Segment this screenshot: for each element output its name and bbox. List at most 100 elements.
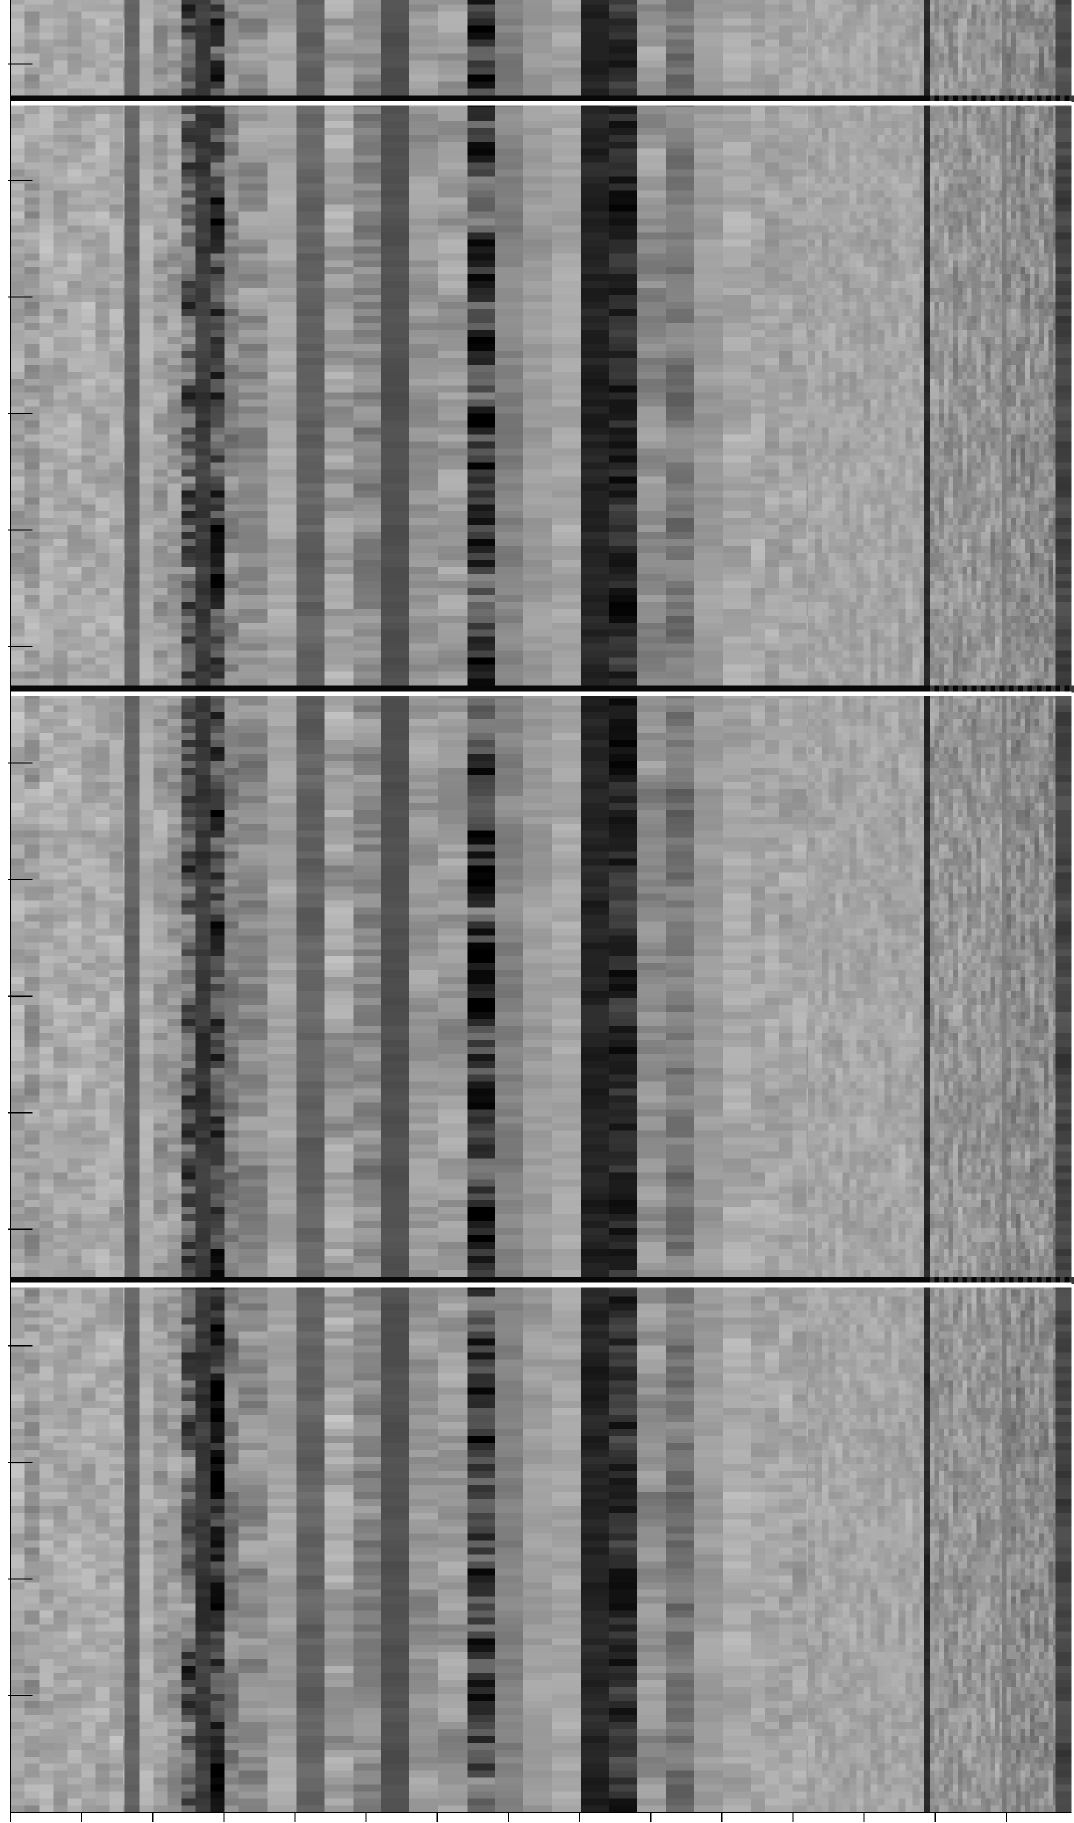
cell: [523, 413, 553, 421]
cell: [224, 511, 239, 519]
cell: [467, 399, 496, 407]
cell: [764, 518, 779, 526]
cell: [53, 608, 68, 616]
cell: [353, 511, 382, 519]
cell: [53, 622, 68, 630]
cell: [210, 455, 225, 463]
cell: [381, 211, 410, 219]
cell: [139, 594, 154, 602]
cell: [224, 260, 239, 268]
cell: [807, 127, 815, 135]
cell: [807, 448, 815, 456]
cell: [814, 74, 822, 82]
cell: [324, 650, 354, 658]
cell: [609, 336, 637, 344]
cell: [139, 678, 154, 686]
cell: [636, 587, 667, 595]
cell: [722, 483, 751, 491]
cell: [778, 511, 793, 519]
cell: [153, 392, 168, 400]
cell: [814, 371, 822, 379]
cell: [467, 225, 496, 233]
cell: [438, 636, 468, 644]
cell: [722, 406, 751, 414]
cell: [124, 385, 140, 393]
cell: [109, 636, 124, 644]
cell: [124, 323, 140, 330]
cell: [722, 176, 751, 184]
cell: [1053, 88, 1056, 96]
cell: [934, 88, 940, 96]
cell: [778, 295, 793, 303]
cell: [636, 141, 667, 149]
cell: [353, 232, 382, 240]
cell: [24, 608, 40, 616]
cell: [123, 204, 125, 212]
cell: [807, 385, 815, 393]
cell: [109, 211, 124, 219]
cell: [821, 81, 829, 89]
cell: [109, 490, 124, 498]
cell: [814, 462, 822, 470]
cell: [210, 81, 225, 89]
cell: [835, 74, 843, 82]
cell: [24, 580, 40, 588]
cell: [835, 567, 843, 574]
cell: [807, 225, 815, 233]
cell: [24, 267, 40, 275]
cell: [1006, 88, 1012, 96]
cell: [95, 525, 110, 533]
cell: [10, 288, 25, 296]
cell: [636, 225, 667, 233]
cell: [67, 469, 82, 477]
cell: [962, 11, 968, 19]
cell: [296, 636, 325, 644]
cell: [409, 420, 439, 428]
cell: [1011, 11, 1016, 19]
cell: [495, 678, 524, 686]
cell: [210, 427, 225, 435]
cell: [81, 329, 96, 337]
cell: [124, 316, 140, 324]
cell: [523, 392, 553, 400]
cell: [912, 4, 920, 12]
cell: [821, 162, 829, 170]
cell: [1025, 53, 1030, 61]
cell: [353, 281, 382, 289]
cell: [95, 601, 110, 609]
cell: [814, 671, 822, 679]
cell: [967, 46, 972, 54]
cell: [523, 232, 553, 240]
cell: [1029, 81, 1035, 89]
cell: [581, 253, 610, 261]
cell: [807, 46, 815, 54]
cell: [296, 469, 325, 477]
cell: [81, 316, 96, 324]
cell: [296, 357, 325, 365]
cell: [10, 580, 25, 588]
cell: [750, 336, 765, 344]
cell: [1043, 11, 1049, 19]
cell: [764, 601, 779, 609]
cell: [581, 573, 610, 581]
cell: [609, 197, 637, 205]
cell: [523, 378, 553, 386]
cell: [552, 197, 582, 205]
cell: [53, 587, 68, 595]
cell: [806, 113, 808, 121]
cell: [139, 441, 154, 449]
cell: [353, 329, 382, 337]
cell: [807, 343, 815, 351]
cell: [722, 567, 751, 574]
cell: [195, 329, 211, 337]
cell: [523, 120, 553, 128]
cell: [124, 427, 140, 435]
cell: [943, 88, 949, 96]
cell: [438, 664, 468, 672]
cell: [95, 120, 110, 128]
cell: [167, 350, 182, 358]
cell: [53, 539, 68, 547]
cell: [409, 316, 439, 324]
cell: [552, 113, 582, 121]
cell: [581, 350, 610, 358]
